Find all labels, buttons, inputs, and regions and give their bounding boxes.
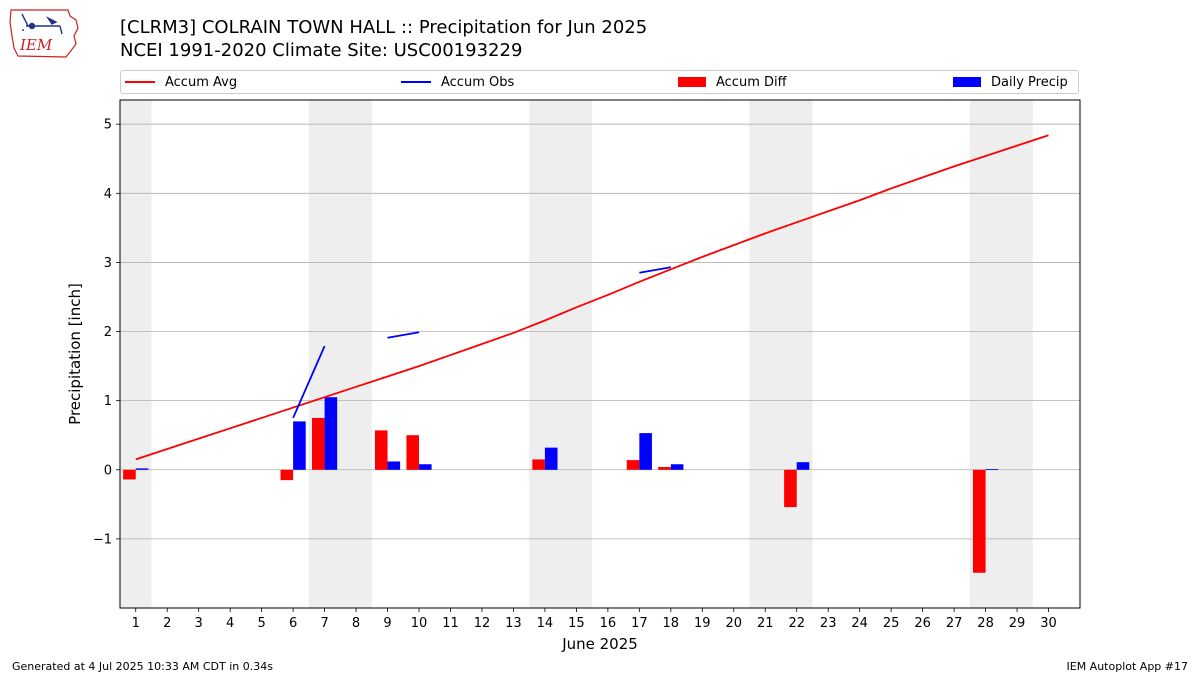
accum-obs-segment-1: [292, 345, 326, 419]
daily-precip-bar-day-1: [135, 468, 149, 470]
legend-item-accum-avg: Accum Avg: [125, 71, 237, 93]
daily-precip-bar-day-18: [670, 464, 684, 470]
x-tick-label: 3: [195, 616, 203, 631]
x-tick-label: 1: [132, 616, 140, 631]
y-tick-label: 3: [104, 256, 112, 271]
y-tick-label: 1: [104, 394, 112, 409]
accum-diff-bar-day-28: [972, 469, 986, 573]
accum-diff-bar-day-7: [312, 417, 325, 470]
x-tick-label: 15: [568, 616, 585, 631]
x-tick-label: 28: [977, 616, 994, 631]
accum-avg-line: [135, 134, 1049, 461]
x-tick-label: 27: [946, 616, 963, 631]
legend-item-daily-precip: Daily Precip: [953, 71, 1068, 93]
plot-frame: [119, 99, 1081, 609]
y-tick-label: 4: [104, 187, 112, 202]
chart-title: [CLRM3] COLRAIN TOWN HALL :: Precipitati…: [120, 17, 648, 38]
accum-diff-bar-day-9: [374, 430, 388, 470]
weekend-band-2: [308, 100, 372, 608]
weekend-band-1: [120, 100, 152, 608]
x-tick-label: 14: [537, 616, 554, 631]
y-tick-label: 5: [104, 118, 112, 133]
legend-swatch-accum-diff: [678, 77, 706, 87]
x-tick-label: 10: [411, 616, 428, 631]
accum-diff-bar-day-17: [626, 460, 640, 470]
x-tick-label: 5: [257, 616, 265, 631]
accum-obs-segment-3: [639, 266, 671, 274]
x-tick-label: 8: [352, 616, 360, 631]
y-tick-label: −1: [93, 532, 112, 547]
x-tick-label: 21: [757, 616, 774, 631]
x-tick-label: 9: [383, 616, 391, 631]
x-tick-label: 17: [631, 616, 648, 631]
accum-diff-bar-day-1: [123, 469, 136, 480]
x-tick-label: 6: [289, 616, 297, 631]
legend-item-accum-obs: Accum Obs: [401, 71, 514, 93]
legend-label-accum-diff: Accum Diff: [716, 74, 787, 90]
iowa-outline-icon: [9, 9, 79, 58]
daily-precip-bar-day-6: [293, 421, 306, 470]
x-tick-label: 24: [851, 616, 868, 631]
x-tick-label: 13: [505, 616, 522, 631]
weather-station-icon: [21, 13, 63, 35]
daily-precip-bar-day-28: [985, 469, 999, 470]
x-tick-label: 2: [163, 616, 171, 631]
daily-precip-bar-day-10: [419, 464, 432, 470]
x-tick-label: 16: [600, 616, 617, 631]
x-tick-label: 7: [320, 616, 328, 631]
x-tick-label: 20: [725, 616, 742, 631]
iem-logo: IEM: [9, 9, 79, 58]
daily-precip-bar-day-7: [324, 397, 338, 470]
accum-obs-segment-2: [387, 331, 420, 339]
x-tick-label: 30: [1040, 616, 1057, 631]
footer-generated: Generated at 4 Jul 2025 10:33 AM CDT in …: [12, 660, 273, 673]
chart-subtitle: NCEI 1991-2020 Climate Site: USC00193229: [120, 40, 523, 61]
x-tick-label: 26: [914, 616, 931, 631]
legend-label-accum-obs: Accum Obs: [441, 74, 515, 90]
x-axis-label: June 2025: [561, 635, 638, 653]
legend-swatch-accum-obs: [401, 81, 431, 83]
x-tick-label: 11: [442, 616, 459, 631]
x-tick-label: 22: [788, 616, 805, 631]
weekend-band-3: [529, 100, 593, 608]
accum-diff-bar-day-6: [280, 469, 294, 481]
x-tick-label: 23: [820, 616, 837, 631]
accum-diff-bar-day-14: [532, 459, 545, 470]
accum-diff-bar-day-22: [784, 469, 797, 508]
daily-precip-bar-day-9: [387, 461, 401, 470]
footer-app: IEM Autoplot App #17: [1066, 660, 1189, 673]
x-tick-label: 29: [1009, 616, 1026, 631]
logo-text: IEM: [19, 36, 53, 54]
x-tick-label: 19: [694, 616, 711, 631]
daily-precip-bar-day-17: [639, 433, 652, 470]
daily-precip-bar-day-14: [544, 447, 558, 470]
y-tick-label: 2: [104, 325, 112, 340]
x-tick-label: 12: [474, 616, 491, 631]
y-tick-label: 0: [104, 463, 112, 478]
x-tick-label: 25: [883, 616, 900, 631]
y-axis-label: Precipitation [inch]: [66, 283, 84, 425]
legend: Accum Avg Accum Obs Accum Diff Daily Pre…: [120, 70, 1079, 94]
legend-swatch-daily-precip: [953, 77, 981, 87]
legend-item-accum-diff: Accum Diff: [678, 71, 787, 93]
accum-diff-bar-day-10: [406, 435, 420, 470]
legend-label-daily-precip: Daily Precip: [991, 74, 1068, 90]
accum-diff-bar-day-18: [658, 467, 671, 470]
x-tick-label: 4: [226, 616, 234, 631]
legend-swatch-accum-avg: [125, 81, 155, 83]
daily-precip-bar-day-22: [796, 462, 810, 470]
x-tick-label: 18: [663, 616, 680, 631]
legend-label-accum-avg: Accum Avg: [165, 74, 238, 90]
weekend-band-4: [749, 100, 813, 608]
